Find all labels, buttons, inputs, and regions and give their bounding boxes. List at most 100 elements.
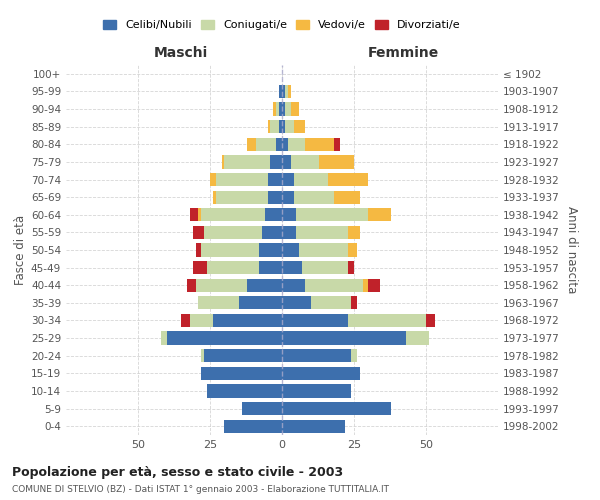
Bar [276,102,279,116]
Bar [210,173,216,186]
Text: Femmine: Femmine [367,46,439,60]
Bar [259,244,282,256]
Bar [224,156,271,168]
Bar [239,296,282,310]
Bar [187,278,196,292]
Bar [181,314,190,327]
Bar [202,244,259,256]
Bar [426,314,434,327]
Bar [265,208,282,222]
Bar [282,244,299,256]
Bar [262,226,282,239]
Bar [290,102,299,116]
Bar [247,278,282,292]
Bar [282,138,288,151]
Bar [282,314,348,327]
Bar [202,366,282,380]
Bar [406,332,429,344]
Bar [204,349,282,362]
Bar [216,190,268,204]
Bar [362,278,368,292]
Bar [282,85,285,98]
Text: Popolazione per età, sesso e stato civile - 2003: Popolazione per età, sesso e stato civil… [12,466,343,479]
Bar [319,156,354,168]
Bar [293,190,334,204]
Bar [216,173,268,186]
Legend: Celibi/Nubili, Coniugati/e, Vedovi/e, Divorziati/e: Celibi/Nubili, Coniugati/e, Vedovi/e, Di… [99,15,465,34]
Bar [348,244,357,256]
Bar [193,261,207,274]
Bar [199,296,239,310]
Bar [305,138,334,151]
Bar [279,102,282,116]
Bar [334,190,360,204]
Bar [213,314,282,327]
Bar [351,296,357,310]
Bar [199,208,202,222]
Bar [351,349,357,362]
Bar [282,420,346,433]
Y-axis label: Anni di nascita: Anni di nascita [565,206,578,294]
Bar [288,85,290,98]
Bar [268,190,282,204]
Bar [282,208,296,222]
Bar [296,226,348,239]
Bar [285,85,288,98]
Bar [348,314,426,327]
Bar [247,138,256,151]
Bar [196,278,247,292]
Bar [202,208,265,222]
Bar [279,120,282,134]
Bar [167,332,282,344]
Bar [282,332,406,344]
Bar [368,208,391,222]
Bar [290,156,319,168]
Bar [202,349,204,362]
Bar [282,156,290,168]
Y-axis label: Fasce di età: Fasce di età [14,215,27,285]
Bar [242,402,282,415]
Text: Maschi: Maschi [154,46,208,60]
Bar [196,244,202,256]
Bar [190,314,213,327]
Bar [282,349,351,362]
Bar [285,102,290,116]
Bar [271,156,282,168]
Bar [282,261,302,274]
Bar [221,156,224,168]
Bar [311,296,351,310]
Bar [268,120,271,134]
Bar [259,261,282,274]
Bar [299,244,348,256]
Bar [282,384,351,398]
Bar [282,366,360,380]
Bar [268,173,282,186]
Bar [193,226,204,239]
Bar [204,226,262,239]
Bar [282,102,285,116]
Bar [282,226,296,239]
Bar [161,332,167,344]
Bar [296,208,368,222]
Bar [334,138,340,151]
Bar [305,278,362,292]
Bar [279,85,282,98]
Bar [293,120,305,134]
Bar [224,420,282,433]
Bar [348,261,354,274]
Bar [348,226,360,239]
Bar [293,173,328,186]
Bar [282,278,305,292]
Bar [368,278,380,292]
Bar [302,261,348,274]
Bar [288,138,305,151]
Bar [213,190,216,204]
Bar [207,261,259,274]
Bar [276,138,282,151]
Bar [285,120,293,134]
Bar [328,173,368,186]
Bar [282,296,311,310]
Bar [282,402,391,415]
Bar [271,120,279,134]
Bar [256,138,276,151]
